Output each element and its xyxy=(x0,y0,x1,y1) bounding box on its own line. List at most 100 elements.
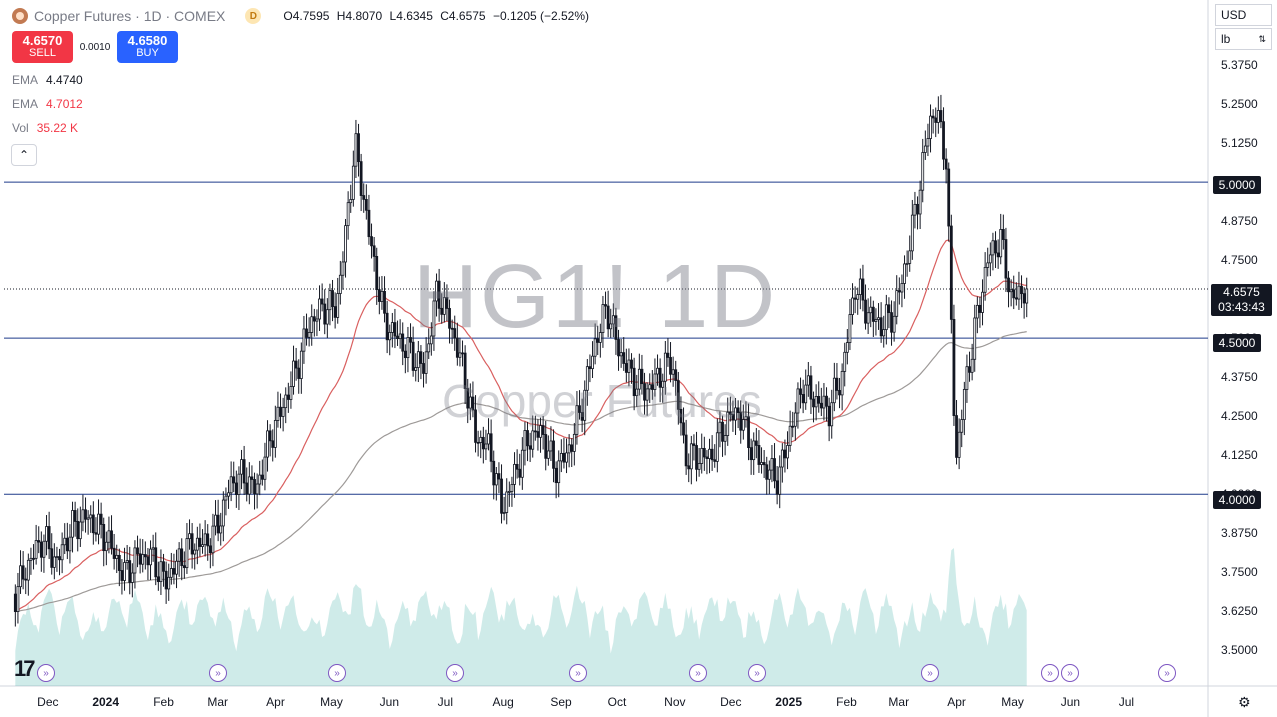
candle-body xyxy=(240,459,243,475)
candle-body xyxy=(619,352,623,357)
watermark-symbol: HG1! 1D xyxy=(413,247,778,347)
candle-body xyxy=(830,402,834,427)
arrow-circle-icon[interactable]: » xyxy=(446,664,464,682)
arrow-circle-icon[interactable]: » xyxy=(569,664,587,682)
candle-body xyxy=(461,352,464,355)
arrow-circle-icon[interactable]: » xyxy=(1061,664,1079,682)
arrow-circle-icon[interactable]: » xyxy=(689,664,707,682)
candle-body xyxy=(562,452,566,463)
candle-body xyxy=(24,578,28,581)
indicator-ema-long[interactable]: EMA 4.7012 xyxy=(12,97,83,111)
candle-body xyxy=(84,509,87,520)
candle-body xyxy=(468,396,472,409)
candle-body xyxy=(346,202,350,227)
sell-button[interactable]: 4.6570 SELL xyxy=(12,31,73,63)
candle-body xyxy=(102,524,106,552)
candle-body xyxy=(877,317,880,320)
candle-body xyxy=(874,319,878,322)
candle-body xyxy=(848,314,852,343)
candle-body xyxy=(26,559,30,581)
candle-body xyxy=(627,359,631,373)
candle-body xyxy=(78,521,82,540)
arrow-circle-icon[interactable]: » xyxy=(328,664,346,682)
arrow-circle-icon[interactable]: » xyxy=(1158,664,1176,682)
current-price-label: 4.6575 03:43:43 xyxy=(1211,284,1272,316)
low-value: 4.6345 xyxy=(396,9,433,23)
candle-body xyxy=(375,256,379,291)
candle-body xyxy=(845,342,849,353)
candle-body xyxy=(653,373,657,390)
open-label: O xyxy=(283,9,293,23)
candle-body xyxy=(500,478,503,514)
indicator-ema-short[interactable]: EMA 4.4740 xyxy=(12,73,83,87)
candle-body xyxy=(544,434,548,459)
candle-body xyxy=(315,318,319,322)
arrow-circle-icon[interactable]: » xyxy=(37,664,55,682)
gear-icon[interactable]: ⚙ xyxy=(1238,694,1251,710)
spread-value: 0.0010 xyxy=(79,41,111,53)
candle-body xyxy=(21,565,25,580)
candle-body xyxy=(760,462,763,465)
indicator-volume[interactable]: Vol 35.22 K xyxy=(12,121,78,135)
candle-body xyxy=(390,322,394,333)
candle-body xyxy=(866,312,870,324)
candle-body xyxy=(952,318,956,416)
candle-body xyxy=(775,480,779,495)
candle-body xyxy=(263,456,267,480)
candle-body xyxy=(728,411,732,415)
candle-body xyxy=(812,398,815,408)
candle-body xyxy=(442,297,446,315)
unit-select[interactable]: lb ⇅ xyxy=(1215,28,1272,50)
candle-body xyxy=(383,290,386,314)
candle-body xyxy=(333,306,337,318)
candle-body xyxy=(198,537,202,547)
buy-price: 4.6580 xyxy=(127,33,168,48)
arrow-circle-icon[interactable]: » xyxy=(748,664,766,682)
candle-body xyxy=(702,447,706,458)
candle-body xyxy=(136,547,139,555)
arrow-circle-icon[interactable]: » xyxy=(921,664,939,682)
candle-body xyxy=(73,510,77,522)
candle-body xyxy=(788,425,792,446)
candle-body xyxy=(388,332,392,341)
candle-body xyxy=(661,380,665,388)
collapse-legend-button[interactable]: ⌃ xyxy=(11,144,37,166)
currency-select[interactable]: USD xyxy=(1215,4,1272,26)
candle-body xyxy=(141,554,145,565)
candle-body xyxy=(112,547,116,559)
interval-badge[interactable]: D xyxy=(245,8,262,24)
candle-body xyxy=(271,440,275,448)
symbol-title[interactable]: Copper Futures · 1D · COMEX xyxy=(34,8,226,24)
price-tick-label: 5.1250 xyxy=(1221,136,1258,151)
candle-body xyxy=(445,297,449,309)
candle-body xyxy=(713,459,717,462)
candle-body xyxy=(752,440,756,461)
tradingview-logo[interactable]: 17 xyxy=(14,656,36,681)
arrow-circle-icon[interactable]: » xyxy=(1041,664,1059,682)
volume-area xyxy=(15,548,1027,686)
candle-body xyxy=(276,406,280,421)
candle-body xyxy=(882,329,886,337)
candle-body xyxy=(201,544,204,547)
candle-body xyxy=(307,332,311,338)
time-tick-label: Apr xyxy=(947,695,966,709)
indicator-value: 4.7012 xyxy=(46,97,83,111)
candle-body xyxy=(474,409,477,443)
buy-button[interactable]: 4.6580 BUY xyxy=(117,31,178,63)
candle-body xyxy=(687,465,691,470)
arrow-circle-icon[interactable]: » xyxy=(209,664,227,682)
candle-body xyxy=(349,199,353,204)
candle-body xyxy=(723,435,727,442)
candle-body xyxy=(861,278,865,301)
candle-body xyxy=(570,444,574,452)
candle-body xyxy=(676,380,680,410)
candle-body xyxy=(700,447,704,464)
candle-body xyxy=(227,492,230,497)
candle-body xyxy=(770,458,774,471)
candle-body xyxy=(234,482,238,495)
price-tick-label: 5.2500 xyxy=(1221,97,1258,112)
chevron-updown-icon: ⇅ xyxy=(1258,33,1266,44)
candle-body xyxy=(970,358,974,373)
candle-body xyxy=(936,110,940,123)
